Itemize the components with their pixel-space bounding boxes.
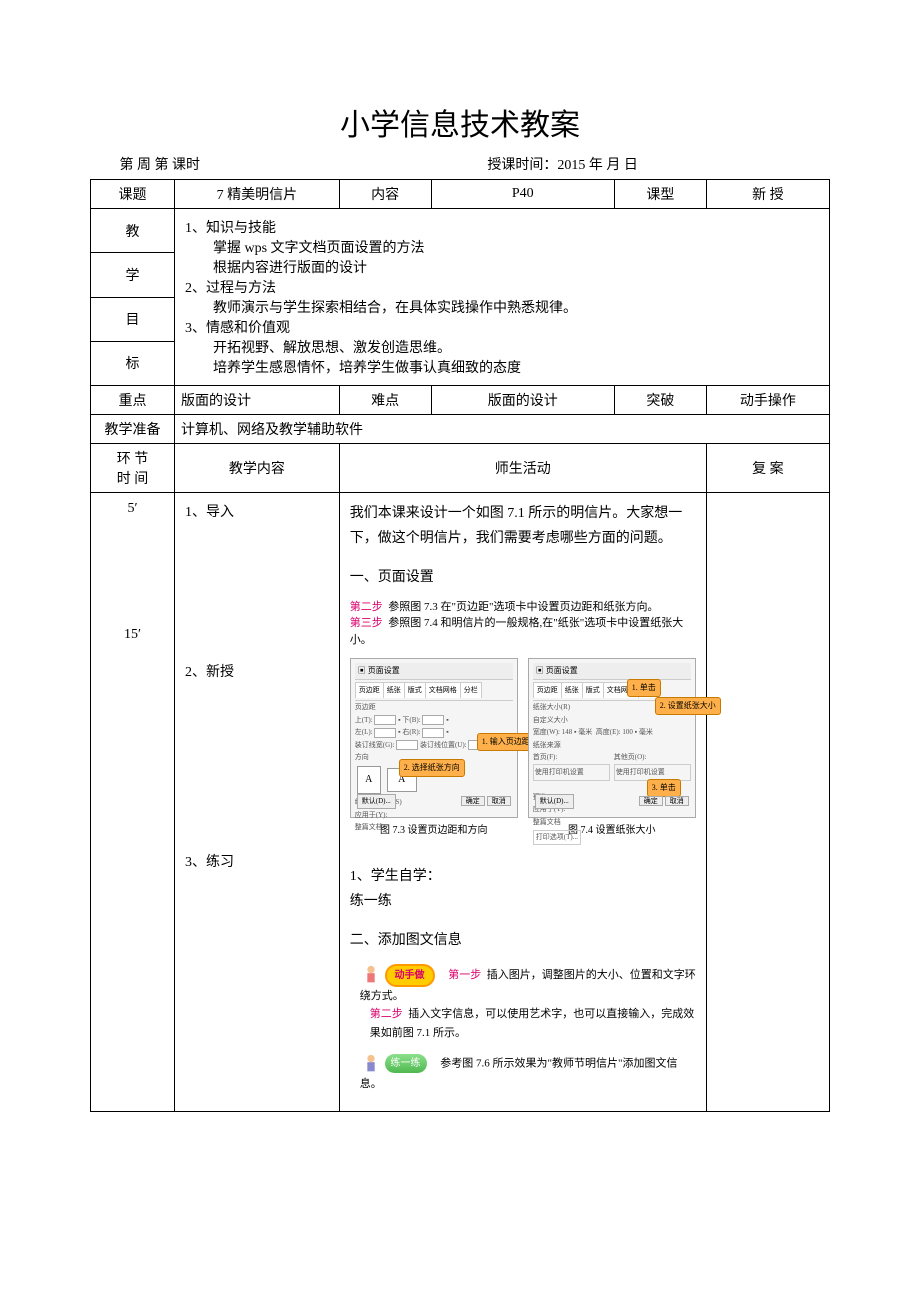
dialog-1-wrapper: ▣ 页面设置 页边距纸张版式文档网格分栏 页边距 上(T): ▪ 下(B): ▪… [350, 658, 518, 850]
ok-button: 确定 [639, 796, 663, 806]
goal-line: 3、情感和价值观 [185, 317, 819, 337]
page-setup-dialog-1: ▣ 页面设置 页边距纸张版式文档网格分栏 页边距 上(T): ▪ 下(B): ▪… [350, 658, 518, 818]
tab: 页边距 [533, 682, 562, 698]
tab: 页边距 [355, 682, 384, 698]
goal-label-3: 目 [91, 297, 175, 341]
row-topic: 课题 7 精美明信片 内容 P40 课型 新 授 [91, 180, 830, 209]
tab: 纸张 [383, 682, 405, 698]
figure-icon [360, 1053, 382, 1075]
break-value: 动手操作 [706, 386, 829, 415]
goal-line: 2、过程与方法 [185, 277, 819, 297]
content-item: 2、新授 [185, 661, 329, 681]
ok-button: 确定 [461, 796, 485, 806]
dialog-title: ▣ 页面设置 [355, 663, 513, 680]
section-1-title: 一、页面设置 [350, 565, 696, 590]
step-text: 参照图 7.4 和明信片的一般规格,在"纸张"选项卡中设置纸张大小。 [350, 617, 683, 646]
step-label: 第二步 [350, 601, 383, 613]
goal-label-1: 教 [91, 209, 175, 253]
content-label: 内容 [339, 180, 431, 209]
orient-portrait: A [357, 766, 381, 794]
step-text: 参照图 7.3 在"页边距"选项卡中设置页边距和纸张方向。 [388, 601, 658, 613]
practice-badge: 练一练 [385, 1054, 427, 1073]
action-box: 动手做 第一步 插入图片，调整图片的大小、位置和文字环绕方式。 第二步 插入文字… [350, 964, 696, 1043]
tab: 版式 [404, 682, 426, 698]
row-main: 5′ 15′ 1、导入 2、新授 3、练习 我们本课来设计一个如图 7.1 所示… [91, 493, 830, 1112]
dialog-title: ▣ 页面设置 [533, 663, 691, 680]
type-label: 课型 [615, 180, 707, 209]
lesson-table: 课题 7 精美明信片 内容 P40 课型 新 授 教 1、知识与技能 掌握 wp… [90, 179, 830, 1112]
dialog-body: 纸张大小(R) 自定义大小 宽度(W): 148 ▪ 毫米 高度(E): 100… [533, 701, 691, 811]
type-value: 新 授 [706, 180, 829, 209]
diff-value: 版面的设计 [431, 386, 615, 415]
default-button: 默认(D)... [357, 794, 396, 809]
intro-text: 我们本课来设计一个如图 7.1 所示的明信片。大家想一下，做这个明信片，我们需要… [350, 501, 696, 551]
practice-box: 练一练 参考图 7.6 所示效果为"教师节明信片"添加图文信息。 [350, 1053, 696, 1094]
dialog-tabs: 页边距纸张版式文档网格分栏 [355, 680, 513, 701]
time-2: 15′ [101, 627, 164, 643]
step-label: 第二步 [370, 1008, 403, 1020]
callout-2: 2. 设置纸张大小 [655, 697, 721, 715]
content-item: 3、练习 [185, 851, 329, 871]
dialogs-row: ▣ 页面设置 页边距纸张版式文档网格分栏 页边距 上(T): ▪ 下(B): ▪… [350, 658, 696, 850]
tab: 分栏 [460, 682, 482, 698]
row-prep: 教学准备 计算机、网络及教学辅助软件 [91, 415, 830, 444]
goal-label-4: 标 [91, 341, 175, 385]
goal-line: 1、知识与技能 [185, 217, 819, 237]
tab: 纸张 [561, 682, 583, 698]
row-goal-1: 教 1、知识与技能 掌握 wps 文字文档页面设置的方法 根据内容进行版面的设计… [91, 209, 830, 253]
tab: 文档网格 [425, 682, 461, 698]
review-column [706, 493, 829, 1112]
col-header-1: 环 节 时 间 [91, 444, 175, 493]
prep-value: 计算机、网络及教学辅助软件 [174, 415, 829, 444]
callout-2: 2. 选择纸张方向 [399, 759, 465, 777]
cancel-button: 取消 [487, 796, 511, 806]
margin-label: 页边距 [355, 701, 513, 714]
topic-value: 7 精美明信片 [174, 180, 339, 209]
header-time: 授课时间：2015 年 月 日 [449, 154, 814, 174]
break-label: 突破 [615, 386, 707, 415]
tab: 版式 [582, 682, 604, 698]
dialog-2-wrapper: ▣ 页面设置 页边距纸张版式文档网格分栏 纸张大小(R) 自定义大小 宽度(W)… [528, 658, 696, 850]
default-button: 默认(D)... [535, 794, 574, 809]
content-item: 1、导入 [185, 501, 329, 521]
goal-line: 培养学生感恩情怀，培养学生做事认真细致的态度 [185, 357, 819, 377]
topic-label: 课题 [91, 180, 175, 209]
diff-label: 难点 [339, 386, 431, 415]
page-setup-dialog-2: ▣ 页面设置 页边距纸张版式文档网格分栏 纸张大小(R) 自定义大小 宽度(W)… [528, 658, 696, 818]
section-2-title: 二、添加图文信息 [350, 928, 696, 953]
content-column: 1、导入 2、新授 3、练习 [174, 493, 339, 1112]
step-label: 第一步 [448, 969, 481, 981]
figure-icon [360, 964, 382, 986]
step-text: 插入文字信息，可以使用艺术字，也可以直接输入，完成效果如前图 7.1 所示。 [370, 1008, 695, 1039]
step-label: 第三步 [350, 617, 383, 629]
goal-line: 教师演示与学生探索相结合，在具体实践操作中熟悉规律。 [185, 297, 819, 317]
header-line: 第 周 第 课时 授课时间：2015 年 月 日 [90, 154, 830, 179]
instruction-steps: 第二步 参照图 7.3 在"页边距"选项卡中设置页边距和纸张方向。 第三步 参照… [350, 599, 696, 649]
row-headers: 环 节 时 间 教学内容 师生活动 复 案 [91, 444, 830, 493]
row-focus: 重点 版面的设计 难点 版面的设计 突破 动手操作 [91, 386, 830, 415]
focus-label: 重点 [91, 386, 175, 415]
action-badge: 动手做 [385, 964, 435, 987]
goal-line: 根据内容进行版面的设计 [185, 257, 819, 277]
focus-value: 版面的设计 [174, 386, 339, 415]
goal-line: 开拓视野、解放思想、激发创造思维。 [185, 337, 819, 357]
activity-column: 我们本课来设计一个如图 7.1 所示的明信片。大家想一下，做这个明信片，我们需要… [339, 493, 706, 1112]
cancel-button: 取消 [665, 796, 689, 806]
time-column: 5′ 15′ [91, 493, 175, 1112]
col-header-2: 教学内容 [174, 444, 339, 493]
content-value: P40 [431, 180, 615, 209]
page-title: 小学信息技术教案 [90, 100, 830, 144]
col-header-4: 复 案 [706, 444, 829, 493]
header-week: 第 周 第 课时 [95, 154, 445, 174]
goal-label-2: 学 [91, 253, 175, 297]
prep-label: 教学准备 [91, 415, 175, 444]
goal-line: 掌握 wps 文字文档页面设置的方法 [185, 237, 819, 257]
dialog-body: 页边距 上(T): ▪ 下(B): ▪ 左(L): ▪ 右(R): ▪ 装订线宽… [355, 701, 513, 811]
practice-sub: 练一练 [350, 889, 696, 914]
time-1: 5′ [101, 501, 164, 517]
goals-content: 1、知识与技能 掌握 wps 文字文档页面设置的方法 根据内容进行版面的设计 2… [174, 209, 829, 386]
col-header-3: 师生活动 [339, 444, 706, 493]
callout-1: 1. 单击 [627, 679, 661, 697]
practice-title: 1、学生自学： [350, 864, 696, 889]
